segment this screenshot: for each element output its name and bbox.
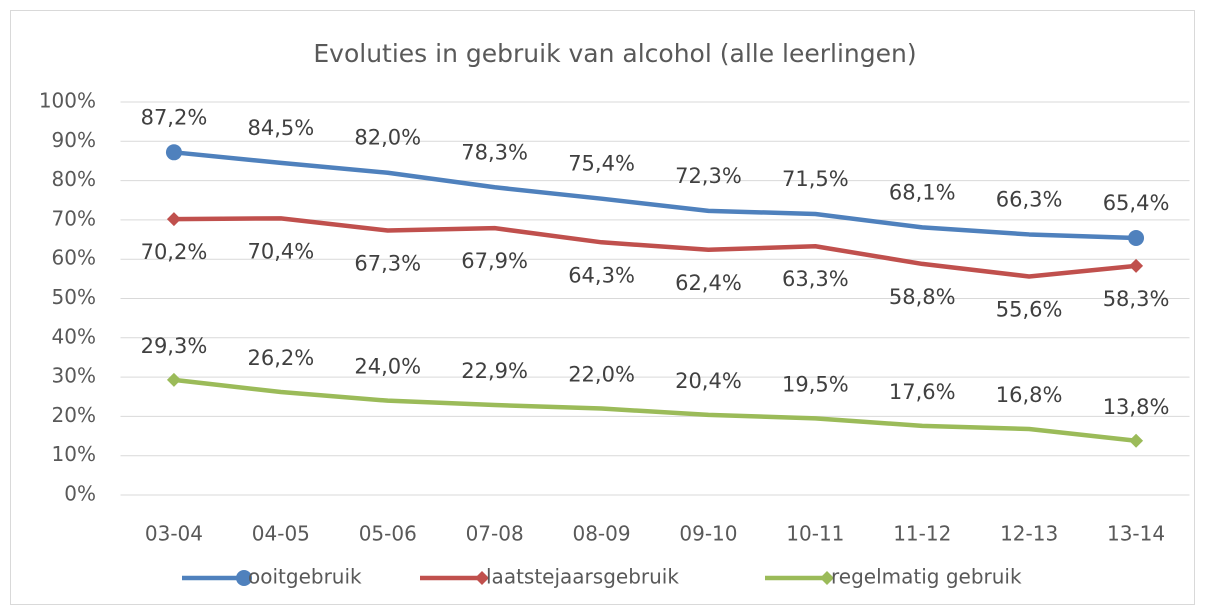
series-line: [171, 150, 1139, 241]
value-label: 70,2%: [141, 240, 208, 264]
value-label: 17,6%: [889, 380, 956, 404]
y-tick-label: 0%: [64, 482, 96, 506]
x-tick-label: 08-09: [572, 522, 630, 546]
value-label: 64,3%: [568, 263, 635, 287]
legend-label: ooitgebruik: [248, 565, 362, 589]
value-label: 70,4%: [247, 239, 314, 263]
legend-label: laatstejaarsgebruik: [486, 565, 679, 589]
y-tick-label: 60%: [52, 246, 96, 270]
x-tick-label: 04-05: [252, 522, 310, 546]
value-label: 26,2%: [247, 346, 314, 370]
value-label: 20,4%: [675, 369, 742, 393]
x-tick-label: 07-08: [466, 522, 524, 546]
value-label: 67,9%: [461, 249, 528, 273]
value-label: 66,3%: [996, 187, 1063, 211]
value-label: 58,8%: [889, 285, 956, 309]
value-label: 68,1%: [889, 180, 956, 204]
y-tick-label: 50%: [52, 285, 96, 309]
value-label: 13,8%: [1103, 395, 1170, 419]
marker: [1128, 229, 1145, 246]
y-tick-label: 90%: [52, 128, 96, 152]
value-label: 63,3%: [782, 267, 849, 291]
x-tick-label: 13-14: [1107, 522, 1165, 546]
marker: [166, 372, 181, 387]
x-tick-label: 05-06: [359, 522, 417, 546]
marker: [1129, 258, 1144, 273]
series-line: [171, 377, 1139, 444]
marker: [1129, 433, 1144, 448]
x-tick-label: 09-10: [679, 522, 737, 546]
y-tick-label: 70%: [52, 206, 96, 230]
series-line: [171, 216, 1139, 279]
legend-label: regelmatig gebruik: [831, 565, 1022, 589]
value-label: 78,3%: [461, 140, 528, 164]
value-label: 71,5%: [782, 167, 849, 191]
value-label: 24,0%: [354, 355, 421, 379]
value-label: 58,3%: [1103, 287, 1170, 311]
x-tick-label: 10-11: [786, 522, 844, 546]
y-tick-label: 40%: [52, 324, 96, 348]
value-label: 62,4%: [675, 271, 742, 295]
marker: [166, 212, 181, 227]
value-label: 22,9%: [461, 359, 528, 383]
x-tick-label: 03-04: [145, 522, 203, 546]
value-label: 67,3%: [354, 252, 421, 276]
y-tick-label: 30%: [52, 364, 96, 388]
y-tick-label: 80%: [52, 167, 96, 191]
value-label: 72,3%: [675, 164, 742, 188]
value-label: 65,4%: [1103, 191, 1170, 215]
value-label: 55,6%: [996, 297, 1063, 321]
y-tick-label: 10%: [52, 442, 96, 466]
value-label: 84,5%: [247, 116, 314, 140]
marker: [236, 570, 252, 586]
value-label: 19,5%: [782, 372, 849, 396]
value-label: 82,0%: [354, 126, 421, 150]
y-tick-label: 100%: [39, 89, 96, 113]
chart-title: Evoluties in gebruik van alcohol (alle l…: [313, 39, 916, 68]
value-label: 16,8%: [996, 383, 1063, 407]
value-label: 22,0%: [568, 363, 635, 387]
x-tick-label: 12-13: [1000, 522, 1058, 546]
marker: [475, 571, 489, 585]
chart-border: [10, 10, 1195, 605]
marker: [165, 144, 182, 161]
value-label: 87,2%: [141, 105, 208, 129]
marker: [820, 571, 834, 585]
y-tick-label: 20%: [52, 403, 96, 427]
x-tick-label: 11-12: [893, 522, 951, 546]
value-label: 75,4%: [568, 152, 635, 176]
value-label: 29,3%: [141, 334, 208, 358]
